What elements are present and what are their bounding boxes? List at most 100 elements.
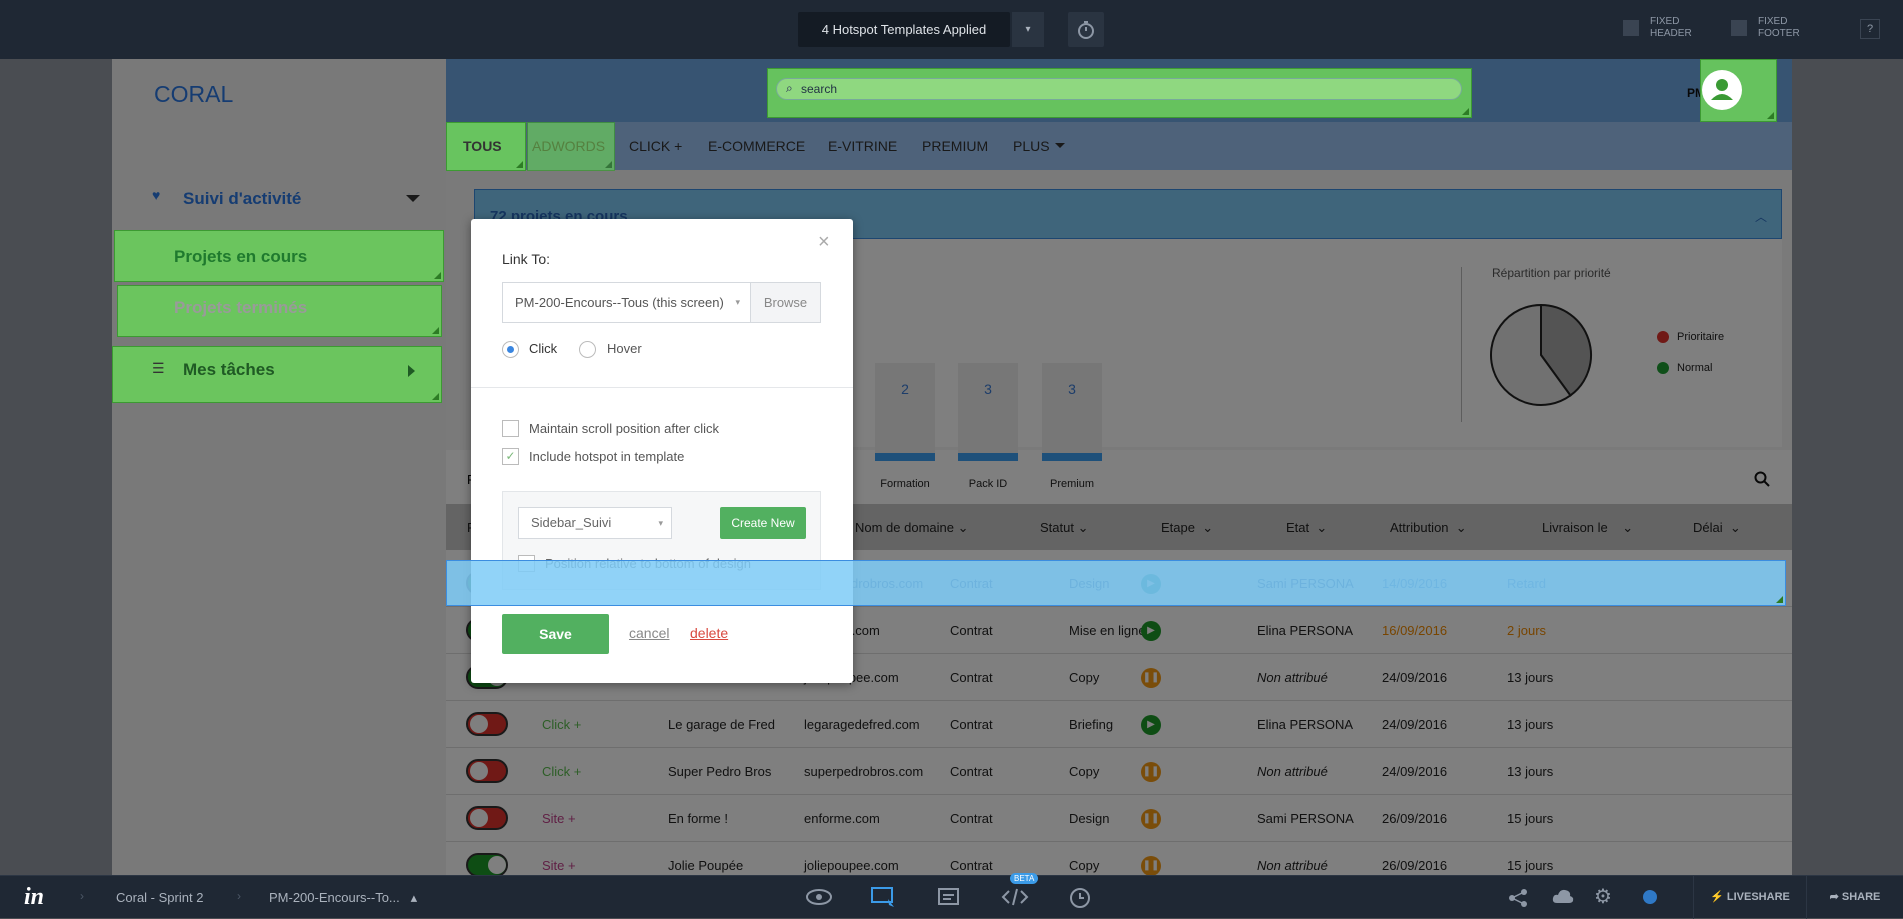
row-offer: Click + [542,717,582,732]
table-row[interactable]: Click + Le garage de Fred legaragedefred.c… [446,701,1792,748]
row-name: En forme ! [668,811,728,826]
breadcrumb-separator-icon: › [237,889,241,903]
pie-chart [1490,303,1592,406]
liveshare-button[interactable]: ⚡ LIVESHARE [1693,876,1806,919]
row-delivery-date: 26/09/2016 [1382,858,1448,873]
browse-button[interactable]: Browse [750,282,821,323]
fixed-footer-checkbox[interactable] [1731,20,1747,36]
row-status: Contrat [950,858,993,873]
table-search-icon[interactable] [1754,471,1770,487]
chart-divider [1461,267,1462,422]
user-avatar-icon [1702,70,1742,110]
stopwatch-icon [1078,21,1094,39]
col-livraison[interactable]: Livraison le ⌄ [1542,520,1634,535]
comment-icon[interactable] [937,886,961,908]
breadcrumb-separator-icon: › [80,889,84,903]
create-new-button[interactable]: Create New [720,507,806,539]
col-statut[interactable]: Statut ⌄ [1040,520,1089,535]
hotspot-first-row[interactable] [446,560,1786,606]
tab-tous[interactable]: TOUS [463,138,502,154]
status-toggle[interactable] [466,712,508,736]
build-mode-icon[interactable] [870,885,896,909]
bar-background [875,363,935,461]
link-target-select[interactable]: PM-200-Encours--Tous (this screen) ▾ [502,282,750,323]
col-etape[interactable]: Etape ⌄ [1161,520,1214,535]
help-icon: ? [1866,23,1874,35]
share-network-icon[interactable] [1508,888,1528,908]
status-dot-icon[interactable] [1643,890,1657,904]
share-button[interactable]: ➦ SHARE [1806,876,1903,919]
templates-dropdown-arrow[interactable]: ▾ [1012,12,1044,47]
invision-logo[interactable]: in [24,884,45,910]
timer-button[interactable] [1068,12,1104,47]
maintain-scroll-checkbox[interactable] [502,420,519,437]
fixed-header-checkbox[interactable] [1623,20,1639,36]
table-row[interactable]: Click + Super Pedro Bros superpedrobros.co… [446,748,1792,795]
row-step: Copy [1069,764,1100,779]
play-state-icon[interactable]: ▶ [1141,715,1161,735]
pause-state-icon[interactable]: ❚❚ [1141,762,1161,782]
template-select[interactable]: Sidebar_Suivi ▾ [518,507,672,539]
chevron-down-icon: ▾ [1025,24,1031,35]
help-button[interactable]: ? [1860,19,1880,39]
chevron-down-icon: ▾ [658,518,663,528]
table-row[interactable]: Site + Jolie Poupée joliepoupee.com Contrat… [446,842,1792,875]
fixed-header-label: FIXED HEADER [1650,16,1692,39]
save-button[interactable]: Save [502,614,609,654]
col-domain[interactable]: Nom de domaine ⌄ [855,520,969,535]
list-icon: ☰ [152,360,165,376]
history-clock-icon[interactable] [1068,886,1092,910]
cloud-upload-icon[interactable] [1552,887,1574,907]
legend-dot-prioritaire [1657,331,1669,344]
cancel-link[interactable]: cancel [629,625,670,641]
preview-eye-icon[interactable] [805,886,833,908]
col-etat[interactable]: Etat ⌄ [1286,520,1328,535]
status-toggle[interactable] [466,759,508,783]
bottom-toolbar: in › Coral - Sprint 2 › PM-200-Encours--… [0,873,1903,919]
templates-label: 4 Hotspot Templates Applied [821,22,987,37]
tab-adwords[interactable]: ADWORDS [532,138,606,154]
row-status: Contrat [950,764,993,779]
row-delivery-date: 24/09/2016 [1382,764,1448,779]
row-status: Contrat [950,811,993,826]
chevron-down-icon: ▾ [735,297,740,307]
bar-background [958,363,1018,461]
toggle-knob [488,856,506,874]
hover-radio[interactable] [579,341,596,358]
search-input[interactable]: ⌕ search [776,78,1462,100]
row-status: Contrat [950,623,993,638]
col-delai[interactable]: Délai ⌄ [1693,520,1741,535]
row-step: Design [1069,811,1110,826]
templates-dropdown[interactable]: 4 Hotspot Templates Applied [798,12,1010,47]
settings-gear-icon[interactable]: ⚙ [1594,886,1612,908]
include-hotspot-checkbox[interactable]: ✓ [502,448,519,465]
click-radio[interactable] [502,341,519,358]
pause-state-icon[interactable]: ❚❚ [1141,668,1161,688]
inspect-code-icon[interactable] [1000,886,1030,908]
pause-state-icon[interactable]: ❚❚ [1141,809,1161,829]
project-name[interactable]: Coral - Sprint 2 [116,890,204,905]
col-attribution[interactable]: Attribution ⌄ [1390,520,1467,535]
legend-dot-normal [1657,362,1669,375]
play-state-icon[interactable]: ▶ [1141,621,1161,641]
bar-value-label: 3 [1068,381,1076,397]
row-domain: legaragedefred.com [804,717,920,732]
close-icon[interactable]: × [818,231,830,253]
screen-name[interactable]: PM-200-Encours--To... ▴ [269,890,418,905]
legend-normal: Normal [1657,362,1712,375]
delete-link[interactable]: delete [690,625,729,641]
popup-divider [471,387,853,388]
row-delivery-date: 24/09/2016 [1382,717,1448,732]
status-toggle[interactable] [466,853,508,875]
pause-state-icon[interactable]: ❚❚ [1141,856,1161,875]
table-row[interactable]: Site + En forme ! enforme.com Contrat Design… [446,795,1792,842]
click-label: Click [529,341,558,356]
sidebar-projets-en-cours-label: Projets en cours [174,247,308,266]
bar-pack-id [958,453,1018,461]
row-attribution: Elina PERSONA [1257,623,1354,638]
toggle-knob [470,809,488,827]
status-toggle[interactable] [466,806,508,830]
bar-formation [875,453,935,461]
row-step: Briefing [1069,717,1114,732]
bar-value-label: 3 [984,381,992,397]
